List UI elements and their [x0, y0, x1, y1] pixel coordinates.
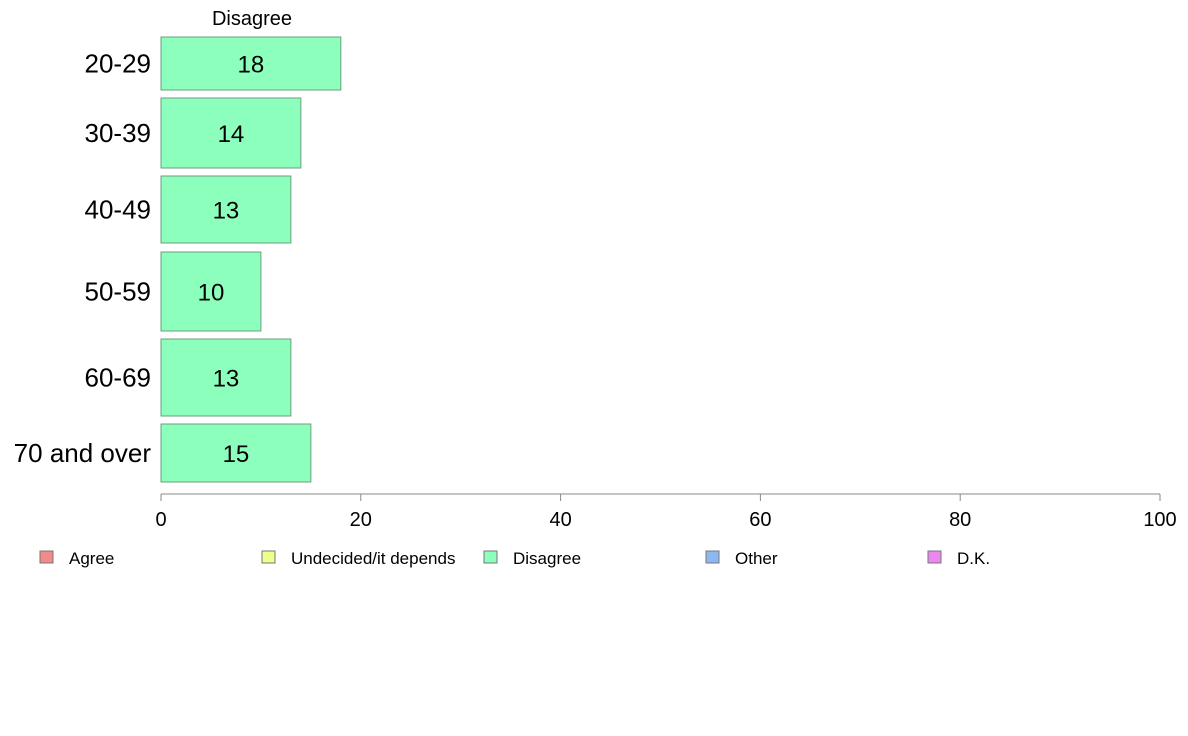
bar — [160, 36, 342, 91]
legend-label: Undecided/it depends — [291, 549, 455, 568]
bar-value-label: 15 — [223, 441, 250, 468]
bars-group: 20-29 18 30-39 14 40-49 13 50-59 10 60-69 13 70 an… — [14, 36, 342, 483]
bar-value-label: 10 — [198, 280, 225, 307]
x-tick-label: 60 — [749, 509, 771, 531]
x-tick-label: 20 — [350, 509, 372, 531]
legend-swatch — [483, 550, 498, 564]
legend: Agree Undecided/it depends Disagree Other D.… — [39, 549, 990, 568]
x-tick-label: 80 — [949, 509, 971, 531]
column-header: Disagree — [212, 8, 292, 30]
category-label: 30-39 — [85, 118, 152, 148]
legend-swatch — [705, 550, 720, 564]
legend-label: Other — [735, 549, 778, 568]
bar — [160, 97, 302, 169]
category-label: 20-29 — [85, 49, 152, 79]
bar — [160, 338, 292, 417]
bar-value-label: 13 — [213, 198, 240, 225]
bar — [160, 251, 262, 332]
category-label: 40-49 — [85, 195, 152, 225]
legend-swatch — [261, 550, 276, 564]
x-tick-label: 0 — [155, 509, 166, 531]
legend-swatch — [39, 550, 54, 564]
category-label: 50-59 — [85, 277, 152, 307]
bar-value-label: 14 — [218, 121, 245, 148]
legend-label: Disagree — [513, 549, 581, 568]
legend-label: D.K. — [957, 549, 990, 568]
x-tick-label: 100 — [1143, 509, 1176, 531]
legend-swatch — [927, 550, 942, 564]
bar — [160, 175, 292, 244]
x-tick-label: 40 — [549, 509, 571, 531]
legend-label: Agree — [69, 549, 114, 568]
category-label: 70 and over — [14, 438, 152, 468]
bar — [160, 423, 312, 483]
category-label: 60-69 — [85, 363, 152, 393]
bar-value-label: 13 — [213, 366, 240, 393]
x-axis: 0 20 40 60 80 100 — [155, 493, 1177, 531]
bar-value-label: 18 — [238, 52, 265, 79]
